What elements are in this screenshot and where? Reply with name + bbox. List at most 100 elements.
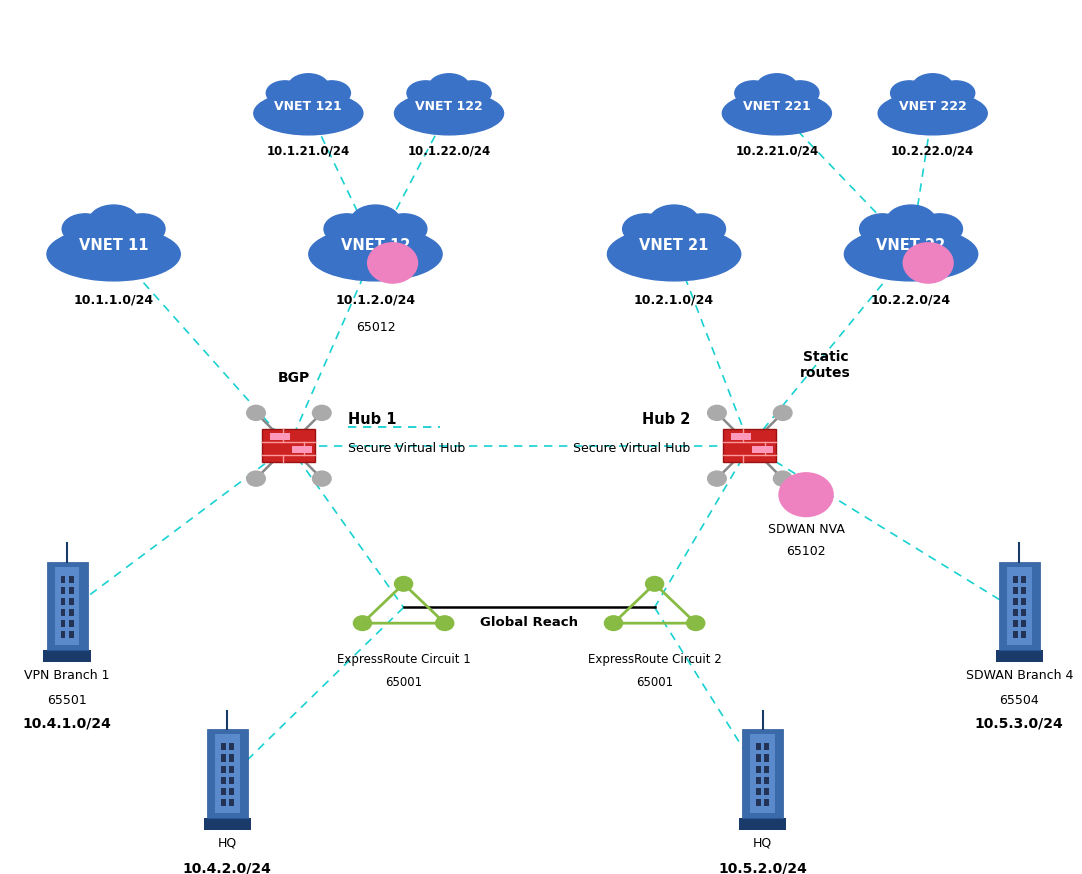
Ellipse shape bbox=[723, 92, 831, 135]
Circle shape bbox=[903, 243, 953, 283]
Ellipse shape bbox=[403, 100, 423, 114]
Text: 10.2.2.0/24: 10.2.2.0/24 bbox=[871, 293, 951, 306]
Ellipse shape bbox=[47, 227, 181, 281]
FancyBboxPatch shape bbox=[229, 787, 234, 794]
FancyBboxPatch shape bbox=[229, 799, 234, 806]
FancyBboxPatch shape bbox=[221, 799, 225, 806]
Ellipse shape bbox=[288, 73, 329, 101]
FancyBboxPatch shape bbox=[61, 620, 65, 627]
FancyBboxPatch shape bbox=[765, 744, 769, 751]
Ellipse shape bbox=[649, 205, 699, 238]
FancyBboxPatch shape bbox=[765, 766, 769, 773]
Text: 10.4.1.0/24: 10.4.1.0/24 bbox=[23, 717, 111, 731]
Text: SDWAN Branch 4: SDWAN Branch 4 bbox=[965, 669, 1073, 682]
Circle shape bbox=[646, 577, 663, 591]
Ellipse shape bbox=[453, 81, 491, 105]
Ellipse shape bbox=[407, 81, 445, 105]
FancyBboxPatch shape bbox=[69, 598, 74, 605]
FancyBboxPatch shape bbox=[207, 729, 248, 818]
Text: Secure Virtual Hub: Secure Virtual Hub bbox=[348, 442, 465, 455]
Text: 65001: 65001 bbox=[385, 676, 422, 689]
Text: 65501: 65501 bbox=[48, 694, 87, 706]
Ellipse shape bbox=[844, 227, 978, 281]
FancyBboxPatch shape bbox=[262, 429, 316, 462]
Text: VNET 122: VNET 122 bbox=[415, 100, 483, 113]
Ellipse shape bbox=[324, 214, 370, 244]
FancyBboxPatch shape bbox=[756, 766, 761, 773]
FancyBboxPatch shape bbox=[756, 744, 761, 751]
Text: 10.2.22.0/24: 10.2.22.0/24 bbox=[892, 145, 974, 157]
FancyBboxPatch shape bbox=[229, 766, 234, 773]
Ellipse shape bbox=[886, 205, 936, 238]
FancyBboxPatch shape bbox=[215, 734, 239, 813]
Text: Hub 1: Hub 1 bbox=[348, 412, 397, 427]
Circle shape bbox=[687, 616, 704, 630]
Text: HQ: HQ bbox=[217, 837, 237, 850]
FancyBboxPatch shape bbox=[229, 777, 234, 784]
FancyBboxPatch shape bbox=[69, 631, 74, 638]
Text: VNET 11: VNET 11 bbox=[79, 238, 148, 253]
Text: 65012: 65012 bbox=[356, 321, 395, 334]
FancyBboxPatch shape bbox=[55, 566, 79, 645]
FancyBboxPatch shape bbox=[69, 620, 74, 627]
Ellipse shape bbox=[859, 214, 906, 244]
FancyBboxPatch shape bbox=[291, 447, 312, 453]
Ellipse shape bbox=[879, 92, 987, 135]
Text: SDWAN NVA: SDWAN NVA bbox=[767, 523, 845, 536]
FancyBboxPatch shape bbox=[270, 434, 290, 440]
FancyBboxPatch shape bbox=[1007, 566, 1031, 645]
Ellipse shape bbox=[313, 81, 351, 105]
FancyBboxPatch shape bbox=[1013, 598, 1017, 605]
Text: VNET 22: VNET 22 bbox=[876, 238, 946, 253]
FancyBboxPatch shape bbox=[1021, 586, 1026, 593]
Circle shape bbox=[395, 577, 412, 591]
Circle shape bbox=[779, 473, 833, 517]
FancyBboxPatch shape bbox=[61, 576, 65, 583]
Ellipse shape bbox=[145, 238, 171, 254]
FancyBboxPatch shape bbox=[61, 598, 65, 605]
Ellipse shape bbox=[803, 100, 823, 114]
Ellipse shape bbox=[937, 81, 975, 105]
FancyBboxPatch shape bbox=[756, 754, 761, 761]
Circle shape bbox=[247, 406, 265, 420]
Ellipse shape bbox=[475, 100, 496, 114]
FancyBboxPatch shape bbox=[1021, 598, 1026, 605]
Ellipse shape bbox=[679, 214, 726, 244]
Ellipse shape bbox=[607, 227, 741, 281]
Circle shape bbox=[368, 243, 418, 283]
Text: VNET 21: VNET 21 bbox=[639, 238, 709, 253]
Ellipse shape bbox=[916, 214, 963, 244]
FancyBboxPatch shape bbox=[1013, 631, 1017, 638]
Text: HQ: HQ bbox=[753, 837, 773, 850]
FancyBboxPatch shape bbox=[731, 434, 751, 440]
Text: VNET 221: VNET 221 bbox=[743, 100, 810, 113]
Ellipse shape bbox=[318, 238, 344, 254]
FancyBboxPatch shape bbox=[221, 777, 225, 784]
Circle shape bbox=[354, 616, 371, 630]
Circle shape bbox=[313, 406, 331, 420]
Text: 10.5.2.0/24: 10.5.2.0/24 bbox=[718, 862, 807, 874]
Ellipse shape bbox=[351, 205, 400, 238]
FancyBboxPatch shape bbox=[756, 777, 761, 784]
Text: 10.1.2.0/24: 10.1.2.0/24 bbox=[335, 293, 415, 306]
Circle shape bbox=[774, 471, 792, 486]
Ellipse shape bbox=[890, 81, 928, 105]
Ellipse shape bbox=[308, 227, 443, 281]
FancyBboxPatch shape bbox=[61, 631, 65, 638]
Ellipse shape bbox=[334, 100, 355, 114]
Ellipse shape bbox=[89, 205, 138, 238]
FancyBboxPatch shape bbox=[995, 650, 1043, 662]
FancyBboxPatch shape bbox=[723, 429, 777, 462]
Ellipse shape bbox=[428, 73, 470, 101]
Circle shape bbox=[436, 616, 453, 630]
Ellipse shape bbox=[912, 73, 953, 101]
FancyBboxPatch shape bbox=[47, 562, 88, 650]
FancyBboxPatch shape bbox=[1021, 631, 1026, 638]
FancyBboxPatch shape bbox=[999, 562, 1040, 650]
FancyBboxPatch shape bbox=[756, 799, 761, 806]
Ellipse shape bbox=[942, 238, 968, 254]
Ellipse shape bbox=[395, 92, 503, 135]
FancyBboxPatch shape bbox=[69, 576, 74, 583]
Ellipse shape bbox=[886, 100, 907, 114]
Ellipse shape bbox=[381, 214, 427, 244]
